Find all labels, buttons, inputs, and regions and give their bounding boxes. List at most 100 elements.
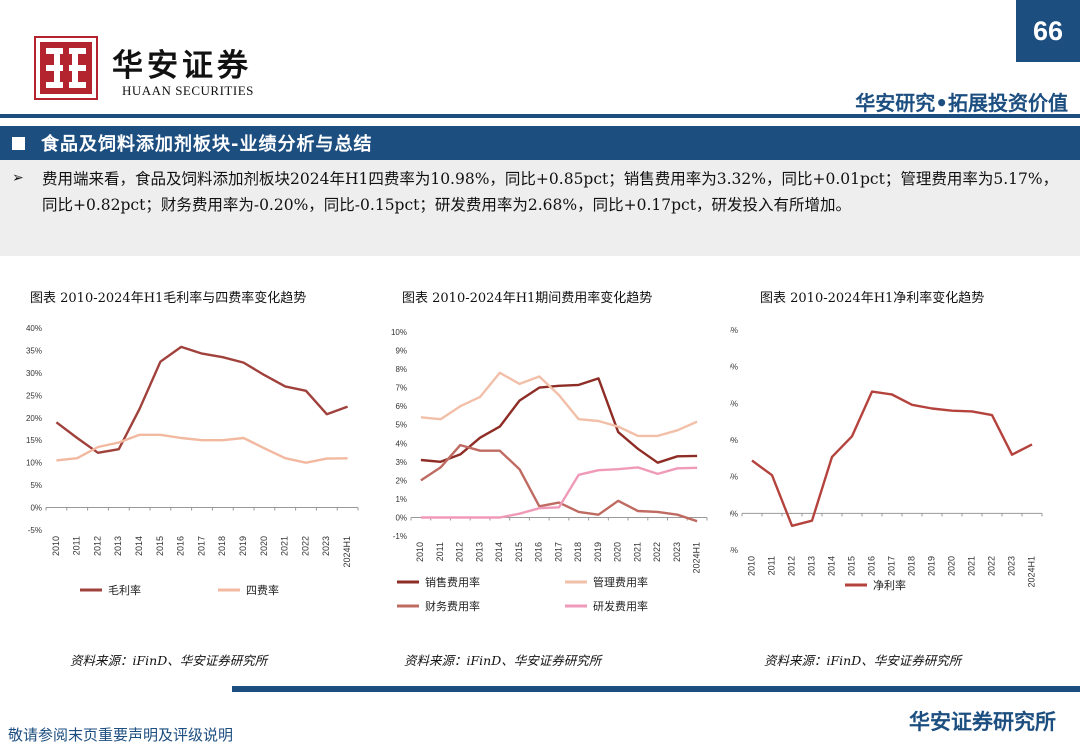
y-tick-label: -5% xyxy=(28,526,42,535)
y-tick-label: 4% xyxy=(395,439,407,448)
x-tick-label: 2020 xyxy=(946,556,956,576)
y-tick-label: 5% xyxy=(730,473,738,482)
x-tick-label: 2014 xyxy=(826,556,836,576)
y-tick-label: 15% xyxy=(26,436,42,445)
x-tick-label: 2022 xyxy=(652,542,662,562)
x-tick-label: 2017 xyxy=(886,556,896,576)
y-tick-label: 25% xyxy=(26,391,42,400)
x-tick-label: 2016 xyxy=(176,536,186,556)
x-tick-label: 2018 xyxy=(217,536,227,556)
y-tick-label: 40% xyxy=(26,324,42,333)
y-tick-label: 7% xyxy=(395,384,407,393)
series-line-1 xyxy=(420,377,698,464)
x-tick-label: 2013 xyxy=(474,542,484,562)
section-header: 食品及饲料添加剂板块-业绩分析与总结 xyxy=(0,126,1080,160)
x-tick-label: 2014 xyxy=(134,536,144,556)
x-tick-label: 2023 xyxy=(672,542,682,562)
x-tick-label: 2022 xyxy=(300,536,310,556)
x-tick-label: 2022 xyxy=(986,556,996,576)
x-tick-label: 2016 xyxy=(534,542,544,562)
y-tick-label: -5% xyxy=(730,546,738,555)
summary-box: ➢ 费用端来看，食品及饲料添加剂板块2024年H1四费率为10.98%，同比+0… xyxy=(0,160,1080,256)
y-tick-label: 0% xyxy=(730,509,738,518)
x-tick-label: 2010 xyxy=(746,556,756,576)
y-tick-label: 1% xyxy=(395,495,407,504)
header-divider xyxy=(0,114,1080,118)
y-tick-label: 20% xyxy=(26,414,42,423)
legend-label: 研发费用率 xyxy=(593,599,648,613)
legend-label: 毛利率 xyxy=(108,583,141,597)
x-tick-label: 2015 xyxy=(155,536,165,556)
series-line-4 xyxy=(420,466,698,519)
footer-divider xyxy=(232,686,1080,692)
y-tick-label: 6% xyxy=(395,402,407,411)
logo-chinese-name: 华安证券 xyxy=(112,48,252,84)
x-tick-label: 2021 xyxy=(632,542,642,562)
chart-margin-and-expense: -5% 0% 5% 10% 15% 20% 25% 30% 35% 40% 2010 2011 2012… xyxy=(26,324,359,597)
y-tick-label: 5% xyxy=(395,421,407,430)
section-title: 食品及饲料添加剂板块-业绩分析与总结 xyxy=(41,134,373,155)
y-tick-label: 35% xyxy=(26,346,42,355)
x-tick-label: 2011 xyxy=(72,536,82,555)
y-tick-label: 9% xyxy=(395,347,407,356)
x-tick-label: 2023 xyxy=(1006,556,1016,576)
x-tick-label: 2024H1 xyxy=(1026,556,1036,588)
series-line-2 xyxy=(420,371,698,438)
x-tick-label: 2018 xyxy=(573,542,583,562)
x-tick-label: 2014 xyxy=(494,542,504,562)
chart-net-margin: -5% 0% 5% 10% 15% 20% 25% 2010 2011 2012 2013 2014 2… xyxy=(730,326,1043,592)
y-tick-label: 5% xyxy=(30,481,42,490)
x-tick-label: 2010 xyxy=(51,536,61,556)
y-tick-label: 3% xyxy=(395,458,407,467)
x-tick-label: 2016 xyxy=(866,556,876,576)
chart-title-expense: 图表 2010-2024年H1期间费用率变化趋势 xyxy=(402,291,653,306)
chart-title-margin: 图表 2010-2024年H1毛利率与四费率变化趋势 xyxy=(30,291,307,306)
chart-expense-breakdown: -1% 0% 1% 2% 3% 4% 5% 6% 7% 8% 9% 10% 2010 2011 2012 20… xyxy=(391,328,708,613)
legend-label: 净利率 xyxy=(873,578,906,592)
y-tick-label: 30% xyxy=(26,369,42,378)
x-tick-label: 2013 xyxy=(113,536,123,556)
x-tick-label: 2011 xyxy=(435,542,445,561)
y-tick-label: -1% xyxy=(393,532,407,541)
y-tick-label: 15% xyxy=(730,399,738,408)
footer-disclaimer: 敬请参阅末页重要声明及评级说明 xyxy=(8,726,234,744)
y-tick-label: 10% xyxy=(26,459,42,468)
x-tick-label: 2012 xyxy=(92,536,102,556)
chart-source-mid: 资料来源：iFinD、华安证券研究所 xyxy=(404,653,602,668)
x-tick-label: 2015 xyxy=(846,556,856,576)
series-line-2 xyxy=(56,433,348,464)
series-line-1 xyxy=(55,345,349,455)
x-tick-label: 2010 xyxy=(415,542,425,562)
y-tick-label: 2% xyxy=(395,476,407,485)
y-tick-label: 0% xyxy=(30,504,42,513)
y-tick-label: 20% xyxy=(730,363,738,372)
legend-label: 管理费用率 xyxy=(593,575,648,589)
x-tick-label: 2017 xyxy=(196,536,206,556)
logo-english-name: HUAAN SECURITIES xyxy=(122,83,254,98)
x-tick-label: 2019 xyxy=(593,542,603,562)
x-tick-label: 2021 xyxy=(280,536,290,556)
x-tick-label: 2023 xyxy=(321,536,331,556)
chart-source-left: 资料来源：iFinD、华安证券研究所 xyxy=(70,653,268,668)
x-tick-label: 2020 xyxy=(613,542,623,562)
x-tick-label: 2011 xyxy=(766,556,776,575)
arrow-bullet-icon: ➢ xyxy=(12,170,24,186)
y-tick-label: 10% xyxy=(730,436,738,445)
x-tick-label: 2019 xyxy=(238,536,248,556)
chart-source-right: 资料来源：iFinD、华安证券研究所 xyxy=(764,653,962,668)
square-bullet-icon xyxy=(12,136,25,150)
y-tick-label: 8% xyxy=(395,365,407,374)
page-number: 66 xyxy=(1016,0,1080,62)
x-tick-label: 2017 xyxy=(553,542,563,562)
x-tick-label: 2021 xyxy=(966,556,976,576)
legend-label: 四费率 xyxy=(246,583,279,597)
x-tick-label: 2024H1 xyxy=(692,542,702,574)
series-line-3 xyxy=(420,443,698,523)
summary-text: 费用端来看，食品及饲料添加剂板块2024年H1四费率为10.98%，同比+0.8… xyxy=(42,170,1059,214)
header-tagline: 华安研究•拓展投资价值 xyxy=(855,91,1068,115)
footer-company: 华安证券研究所 xyxy=(909,710,1056,734)
x-tick-label: 2012 xyxy=(786,556,796,576)
x-tick-label: 2024H1 xyxy=(342,536,352,568)
legend-label: 财务费用率 xyxy=(425,599,480,613)
x-tick-label: 2015 xyxy=(514,542,524,562)
